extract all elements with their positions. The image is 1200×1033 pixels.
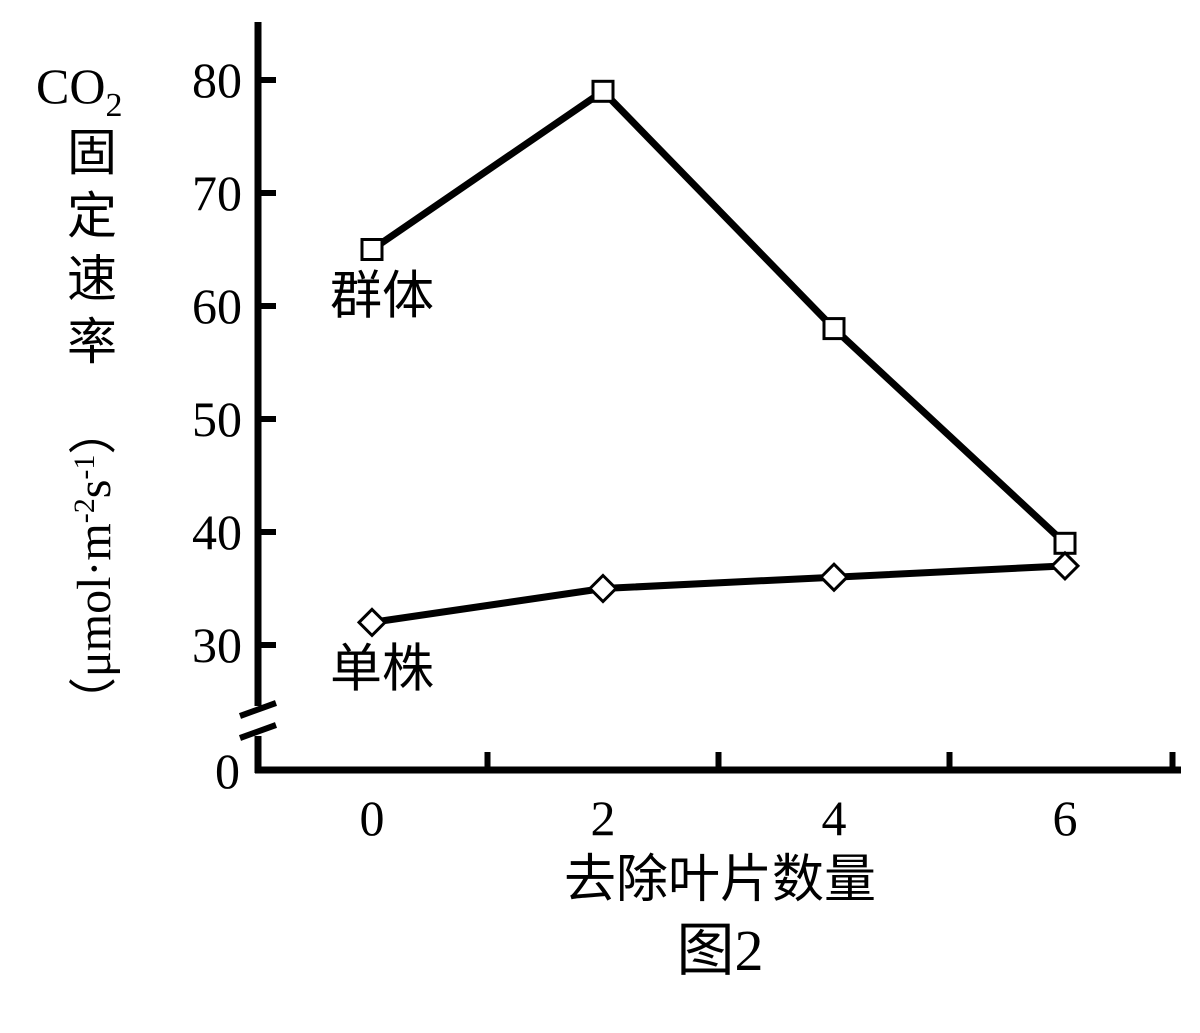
series-point-diamond bbox=[587, 573, 619, 604]
y-label-char-3: 速 bbox=[67, 251, 117, 307]
x-tick-label: 6 bbox=[1053, 790, 1078, 846]
y-axis-unit-label: （μmol·m-2s-1） bbox=[68, 407, 121, 725]
series-point-diamond bbox=[356, 607, 388, 638]
y-tick-label: 60 bbox=[192, 278, 242, 334]
series-line bbox=[371, 562, 1066, 626]
y-tick-label: 30 bbox=[192, 617, 242, 673]
figure-caption: 图2 bbox=[676, 918, 763, 983]
series-label: 群体 bbox=[330, 269, 434, 326]
y-label-char-2: 定 bbox=[67, 188, 117, 244]
series-point-square bbox=[591, 79, 615, 103]
x-axis-label: 去除叶片数量 bbox=[564, 852, 876, 909]
y-axis-label-co2: CO2 bbox=[36, 58, 122, 124]
x-tick-label: 4 bbox=[822, 790, 847, 846]
y-axis-label-chars: 固 定 速 率 bbox=[67, 125, 117, 370]
series-point-square bbox=[822, 317, 846, 341]
y-tick-label: 40 bbox=[192, 504, 242, 560]
series-point-square bbox=[1053, 531, 1077, 555]
y-origin-label: 0 bbox=[215, 743, 240, 799]
x-tick-label: 0 bbox=[360, 790, 385, 846]
y-tick-label: 70 bbox=[192, 165, 242, 221]
y-ticks: 30 40 50 60 70 80 bbox=[192, 52, 276, 673]
series-point-square bbox=[360, 238, 384, 261]
y-axis-break bbox=[238, 700, 278, 741]
series-point-diamond bbox=[818, 562, 850, 593]
series-label: 单株 bbox=[330, 641, 434, 698]
y-label-char-1: 固 bbox=[67, 125, 117, 181]
y-tick-label: 50 bbox=[192, 391, 242, 447]
x-ticks: 0 2 4 6 bbox=[360, 752, 1176, 846]
series-point-diamond bbox=[1049, 550, 1081, 582]
series-line bbox=[370, 87, 1068, 546]
y-label-char-4: 率 bbox=[67, 314, 117, 370]
y-tick-label: 80 bbox=[192, 52, 242, 108]
x-tick-label: 2 bbox=[591, 790, 616, 846]
